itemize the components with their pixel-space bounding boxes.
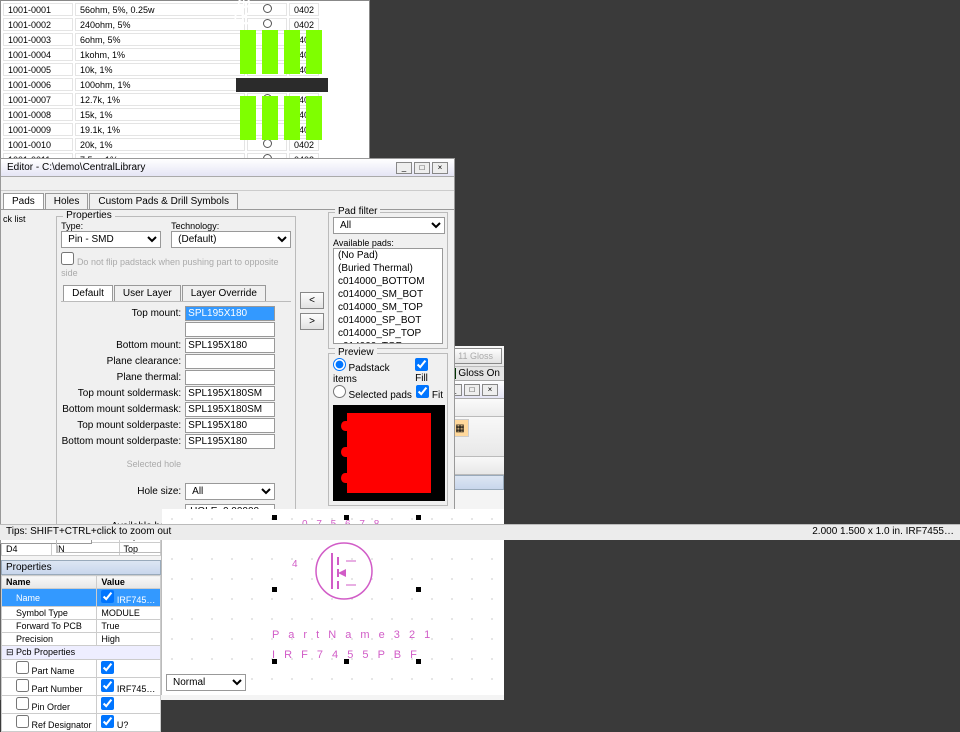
mount-label: Bottom mount: bbox=[61, 340, 181, 351]
pad-row-bot bbox=[240, 96, 322, 140]
close-icon[interactable]: × bbox=[482, 384, 498, 396]
assign-left-button[interactable]: < bbox=[300, 292, 324, 309]
preview-group: Padstack items Fill Selected pads Fit bbox=[328, 353, 448, 506]
innertab-user[interactable]: User Layer bbox=[114, 285, 181, 301]
close-icon[interactable]: × bbox=[432, 162, 448, 174]
window-title: Editor - C:\demo\CentralLibrary bbox=[7, 162, 145, 173]
list-item[interactable]: (No Pad) bbox=[334, 249, 442, 262]
table-row[interactable]: Ref Designator U? bbox=[2, 714, 161, 732]
assign-right-button[interactable]: > bbox=[300, 313, 324, 330]
tab-custom[interactable]: Custom Pads & Drill Symbols bbox=[89, 193, 238, 209]
mount-label: Plane clearance: bbox=[61, 356, 181, 367]
mount-label: Bottom mount soldermask: bbox=[61, 404, 181, 415]
dim-checkbox[interactable] bbox=[61, 252, 74, 265]
body-rect bbox=[236, 78, 328, 92]
table-row[interactable]: Part Number IRF745… bbox=[2, 678, 161, 696]
mount-input[interactable] bbox=[185, 370, 275, 385]
canvas-text: I R F 7 4 5 5 P B F bbox=[272, 649, 420, 661]
list-item[interactable]: c014000_SM_TOP bbox=[334, 301, 442, 314]
view-mode-select[interactable]: Normal bbox=[166, 674, 246, 691]
mount-label: Bottom mount solderpaste: bbox=[61, 436, 181, 447]
pad-preview-canvas bbox=[333, 405, 445, 501]
list-item[interactable]: (Buried Thermal) bbox=[334, 262, 442, 275]
dim-label: Do not flip padstack when pushing part t… bbox=[61, 257, 278, 278]
max-icon[interactable]: □ bbox=[414, 162, 430, 174]
padfilter-group: All Available pads: (No Pad)(Buried Ther… bbox=[328, 212, 448, 349]
mount-input[interactable] bbox=[185, 338, 275, 353]
mount-label: Top mount soldermask: bbox=[61, 388, 181, 399]
table-row[interactable]: Part Name bbox=[2, 660, 161, 678]
table-row[interactable]: Symbol TypeMODULE bbox=[2, 607, 161, 620]
padstack-tabs: Pads Holes Custom Pads & Drill Symbols bbox=[1, 191, 454, 210]
props-table[interactable]: NameValue Name IRF745…Symbol TypeMODULEF… bbox=[1, 575, 161, 732]
list-item[interactable]: c014000_SP_TOP bbox=[334, 327, 442, 340]
holesize-select[interactable]: All bbox=[185, 483, 275, 500]
availpads-label: Available pads: bbox=[333, 238, 443, 248]
type-label: Type: bbox=[61, 221, 161, 231]
mount-input[interactable] bbox=[185, 434, 275, 449]
table-row[interactable]: Pin Order bbox=[2, 696, 161, 714]
refdes-label: RefDes bbox=[230, 0, 256, 26]
mosfet-symbol-icon bbox=[312, 539, 376, 603]
fill-check[interactable]: Fill bbox=[415, 358, 443, 385]
tab-holes[interactable]: Holes bbox=[45, 193, 89, 209]
pads-listbox[interactable]: (No Pad)(Buried Thermal)c014000_BOTTOMc0… bbox=[333, 248, 443, 344]
mount-input[interactable] bbox=[185, 418, 275, 433]
canvas-text: P a r t N a m e 3 2 1 bbox=[272, 629, 433, 641]
table-row[interactable]: Name IRF745… bbox=[2, 589, 161, 607]
mount-input[interactable] bbox=[185, 306, 275, 321]
pad-row-top bbox=[240, 30, 322, 74]
mount-label: Top mount solderpaste: bbox=[61, 420, 181, 431]
table-row[interactable]: Forward To PCBTrue bbox=[2, 620, 161, 633]
gloss-text: Gloss On bbox=[458, 368, 500, 379]
list-item[interactable]: c014000_BOTTOM bbox=[334, 275, 442, 288]
tab-pads[interactable]: Pads bbox=[3, 193, 44, 209]
fit-check[interactable]: Fit bbox=[416, 385, 443, 401]
preview-opt1[interactable]: Padstack items bbox=[333, 358, 415, 385]
canvas-text: 4 bbox=[292, 559, 298, 570]
padfilter-select[interactable]: All bbox=[333, 217, 445, 234]
tech-label: Technology: bbox=[171, 221, 291, 231]
type-select[interactable]: Pin - SMD bbox=[61, 231, 161, 248]
properties-group: Type: Pin - SMD Technology: (Default) Do… bbox=[56, 216, 296, 553]
stacklist-label: ck list bbox=[3, 214, 26, 224]
selected-hole-label: Selected hole bbox=[61, 459, 181, 469]
statusbar: Tips: SHIFT+CTRL+click to zoom out 2.000… bbox=[0, 524, 960, 540]
mount-input[interactable] bbox=[185, 354, 275, 369]
mount-label: Top mount: bbox=[61, 308, 181, 319]
table-row[interactable]: PrecisionHigh bbox=[2, 633, 161, 646]
status-tip: Tips: SHIFT+CTRL+click to zoom out bbox=[6, 526, 171, 539]
mount-input[interactable] bbox=[185, 322, 275, 337]
status-coords: 2.000 1.500 x 1.0 in. IRF7455… bbox=[812, 526, 954, 539]
tech-select[interactable]: (Default) bbox=[171, 231, 291, 248]
min-icon[interactable]: _ bbox=[396, 162, 412, 174]
table-row[interactable]: 1001-000156ohm, 5%, 0.25w0402 bbox=[3, 3, 319, 16]
holesize-label: Hole size: bbox=[61, 486, 181, 497]
mount-label bbox=[61, 324, 181, 335]
padstack-editor-window: Editor - C:\demo\CentralLibrary _□× Pads… bbox=[0, 158, 455, 540]
titlebar: Editor - C:\demo\CentralLibrary _□× bbox=[1, 159, 454, 177]
list-item[interactable]: c014000_SM_BOT bbox=[334, 288, 442, 301]
mount-input[interactable] bbox=[185, 402, 275, 417]
properties-header: Properties bbox=[1, 560, 161, 575]
mount-label: Plane thermal: bbox=[61, 372, 181, 383]
mount-input[interactable] bbox=[185, 386, 275, 401]
max-icon[interactable]: □ bbox=[464, 384, 480, 396]
innertab-default[interactable]: Default bbox=[63, 285, 113, 301]
innertab-override[interactable]: Layer Override bbox=[182, 285, 266, 301]
gloss2-button[interactable]: 11 Gloss bbox=[449, 348, 502, 364]
preview-opt2[interactable]: Selected pads bbox=[333, 385, 412, 401]
list-item[interactable]: c014000_SP_BOT bbox=[334, 314, 442, 327]
list-item[interactable]: c014000_TOP bbox=[334, 340, 442, 344]
